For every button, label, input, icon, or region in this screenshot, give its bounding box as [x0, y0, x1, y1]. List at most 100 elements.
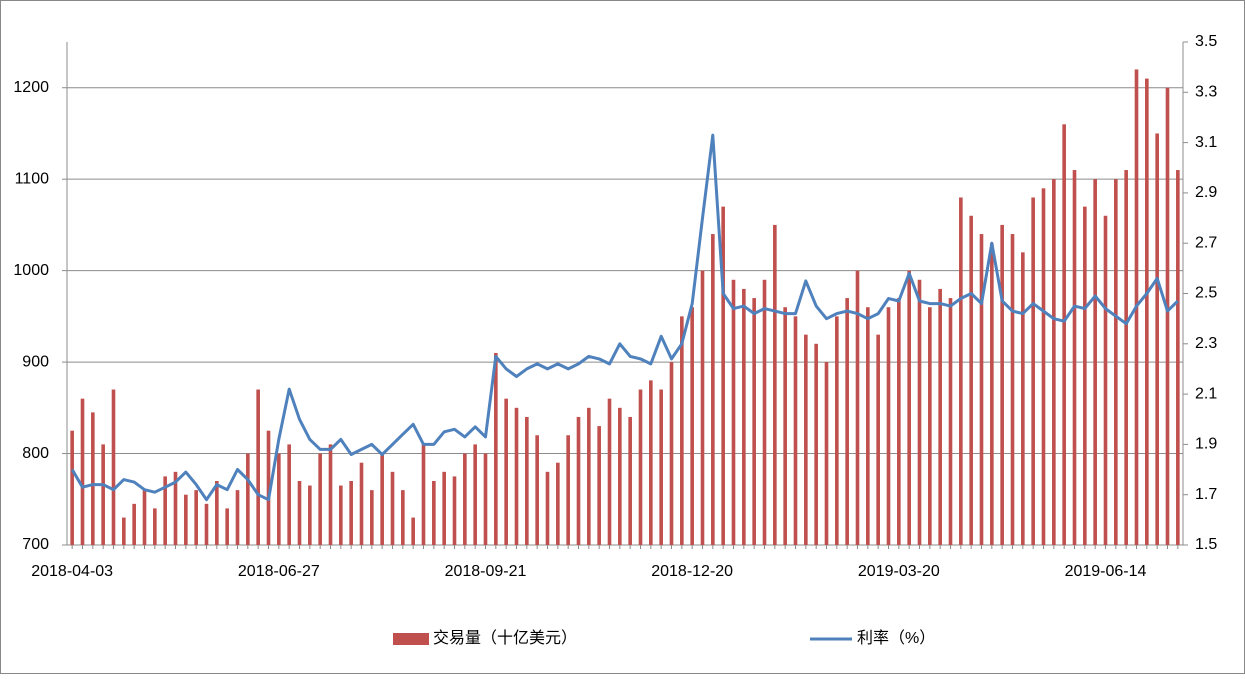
bar	[659, 389, 663, 545]
bar	[721, 206, 725, 546]
bar	[711, 234, 715, 545]
x-tick-label: 2018-06-27	[238, 563, 320, 580]
y2-tick-label: 3.5	[1195, 33, 1217, 50]
bar	[380, 453, 384, 545]
bar	[256, 389, 260, 545]
bar	[411, 517, 415, 545]
bar	[576, 416, 581, 545]
y-tick-label: 1000	[13, 262, 49, 279]
bar	[628, 416, 632, 545]
bar	[122, 517, 126, 545]
x-tick-label: 2018-12-20	[651, 563, 733, 580]
bar	[1062, 124, 1066, 546]
bar	[607, 398, 612, 545]
bar	[835, 316, 839, 545]
bar	[783, 307, 787, 545]
y2-tick-label: 1.7	[1195, 486, 1217, 503]
bar	[1165, 87, 1170, 546]
bar	[194, 490, 198, 545]
bar	[917, 279, 922, 545]
bar	[132, 503, 136, 545]
bar	[401, 490, 405, 545]
bar	[1103, 215, 1108, 545]
bar	[535, 435, 539, 545]
bar	[463, 453, 467, 545]
bar	[731, 279, 736, 545]
bar	[1052, 179, 1056, 545]
bar	[266, 430, 271, 545]
legend-swatch	[393, 633, 429, 645]
bar	[442, 471, 446, 545]
bar	[1155, 133, 1159, 546]
y2-tick-label: 3.1	[1195, 134, 1217, 151]
bar	[855, 270, 860, 545]
bar	[80, 398, 85, 545]
bar	[866, 307, 870, 545]
bar	[545, 471, 550, 545]
bar	[690, 307, 694, 545]
bar	[1072, 170, 1077, 545]
bar	[762, 279, 767, 545]
x-tick-label: 2018-04-03	[31, 563, 113, 580]
bar	[638, 389, 643, 545]
bar	[669, 362, 674, 545]
bar	[814, 343, 818, 545]
bar	[328, 444, 333, 545]
bar	[173, 471, 178, 545]
bar	[91, 412, 95, 545]
x-tick-label: 2019-06-14	[1065, 563, 1147, 580]
bar	[804, 334, 808, 545]
bar	[297, 480, 302, 545]
bar	[979, 234, 984, 545]
bar	[153, 508, 157, 545]
bar	[483, 453, 488, 545]
bar	[597, 426, 601, 545]
y-tick-label: 800	[22, 445, 49, 462]
bar	[1031, 197, 1035, 546]
bar	[235, 490, 240, 545]
bar	[184, 494, 188, 545]
bar	[680, 316, 684, 545]
bar	[886, 307, 891, 545]
bar	[1000, 224, 1004, 545]
bar	[742, 288, 746, 545]
bar	[101, 444, 105, 545]
bar	[318, 453, 322, 545]
bar	[618, 407, 622, 545]
y2-tick-label: 2.1	[1195, 385, 1217, 402]
bar	[587, 407, 591, 545]
line	[70, 133, 1179, 502]
bar	[370, 490, 374, 545]
bar	[359, 462, 364, 545]
bar	[948, 298, 953, 545]
bar	[556, 462, 560, 545]
bar	[897, 298, 901, 545]
bar	[225, 508, 229, 545]
y2-tick-label: 1.5	[1195, 536, 1217, 553]
bar	[649, 380, 653, 545]
bar	[277, 453, 281, 545]
bar	[473, 444, 477, 545]
bar	[752, 298, 756, 545]
bar	[1010, 234, 1015, 545]
bar	[349, 480, 353, 545]
bar	[938, 288, 942, 545]
y-tick-label: 700	[22, 536, 49, 553]
bar	[928, 307, 932, 545]
y2-tick-label: 2.7	[1195, 234, 1217, 251]
bar	[990, 243, 994, 545]
bar	[111, 389, 116, 545]
y2-tick-label: 1.9	[1195, 436, 1217, 453]
bar	[1145, 78, 1149, 545]
bar	[969, 215, 973, 545]
bar	[566, 435, 570, 545]
bar	[1021, 252, 1025, 545]
bar	[793, 316, 798, 545]
bar	[845, 298, 849, 545]
y-tick-label: 1200	[13, 79, 49, 96]
bar	[215, 480, 219, 545]
legend-label: 利率（%）	[857, 629, 935, 647]
bar	[1041, 188, 1046, 545]
bar	[1124, 170, 1128, 545]
